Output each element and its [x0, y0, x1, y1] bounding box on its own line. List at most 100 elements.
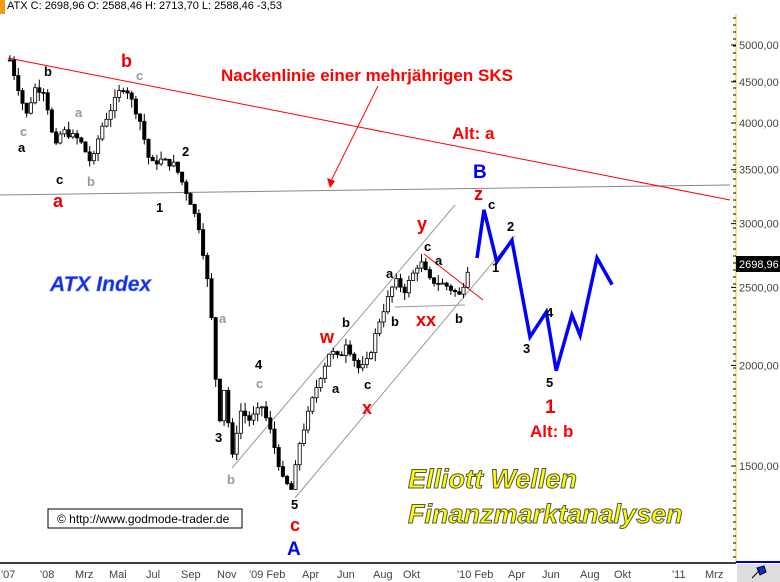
candle: [138, 113, 143, 122]
candle: [129, 92, 134, 100]
candle: [41, 91, 46, 94]
neckline: [7, 57, 731, 201]
candle: [70, 133, 75, 138]
channel-lower: [294, 235, 516, 499]
candle: [285, 475, 290, 485]
candle: [327, 353, 332, 367]
candle: [175, 161, 180, 173]
candle: [406, 280, 411, 294]
candle: [306, 410, 311, 431]
candle: [49, 109, 54, 133]
alt-a-label: Alt: a: [452, 124, 495, 143]
candle: [146, 138, 151, 158]
wave-label: c: [136, 68, 143, 83]
candle: [45, 92, 50, 111]
candle: [465, 271, 470, 288]
wave-label: B: [473, 162, 487, 183]
wave-label: w: [319, 327, 335, 347]
x-tick-label: '09 Feb: [249, 569, 285, 581]
x-tick-label: Mai: [109, 569, 127, 581]
x-tick-label: '10 Feb: [457, 569, 493, 581]
candle: [318, 378, 323, 388]
candle: [335, 351, 340, 356]
candle: [20, 90, 25, 104]
wave-label: c: [424, 239, 431, 254]
wave-label: b: [342, 315, 350, 330]
projection-line: [475, 209, 614, 372]
candle: [54, 131, 59, 144]
triangle-base: [394, 304, 466, 308]
candle: [209, 278, 214, 319]
candle: [28, 102, 33, 114]
candle: [201, 229, 206, 256]
candle: [339, 354, 344, 357]
wave-label: a: [75, 105, 83, 120]
wave-label: 5: [291, 497, 298, 512]
candle: [226, 389, 231, 424]
candle: [133, 98, 138, 115]
candle: [268, 417, 273, 430]
wave-label: a: [53, 191, 64, 211]
wave-label: 4: [546, 305, 554, 320]
wave-label: 4: [255, 357, 263, 372]
wave-label: a: [332, 381, 340, 396]
candle: [440, 282, 445, 285]
ohlc-text: ATX C: 2698,96 O: 2588,46 H: 2713,70 L: …: [7, 0, 282, 12]
wave-label: 5: [546, 375, 553, 390]
wave-label: a: [18, 140, 26, 155]
index-name-label: ATX Index: [49, 273, 152, 296]
candles: [7, 55, 470, 490]
support-line: [0, 184, 731, 196]
last-price-label: 2698,96: [739, 259, 779, 271]
copyright-link[interactable]: © http://www.godmode-trader.de: [57, 512, 230, 526]
x-tick-label: Sep: [181, 569, 201, 581]
wave-label: b: [227, 472, 235, 487]
candle: [79, 137, 84, 143]
candle: [394, 278, 399, 288]
candle: [159, 158, 164, 165]
y-tick-label: 1500,00: [739, 461, 779, 473]
wave-label: a: [219, 311, 227, 326]
candle: [12, 59, 17, 76]
candle: [322, 365, 327, 379]
wave-label: 3: [215, 430, 222, 445]
candle: [402, 286, 407, 294]
pin-button[interactable]: [737, 564, 780, 582]
candle: [293, 464, 298, 490]
x-tick-label: '11: [672, 569, 686, 581]
y-tick-label: 4000,00: [739, 118, 779, 130]
candle: [385, 296, 390, 313]
candle: [411, 272, 416, 281]
candle: [112, 96, 117, 112]
candle: [87, 151, 92, 162]
candle: [125, 90, 130, 94]
y-tick-label: 5000,00: [739, 40, 779, 52]
candle: [453, 289, 458, 293]
y-tick-label: 2500,00: [739, 282, 779, 294]
candle: [369, 352, 374, 360]
candle: [217, 378, 222, 422]
candle: [436, 283, 441, 285]
candle: [188, 193, 193, 205]
candle: [301, 429, 306, 444]
x-tick-label: Nov: [217, 569, 237, 581]
candle: [163, 158, 168, 161]
candle: [184, 181, 189, 194]
last-price-box: [736, 256, 780, 272]
wave-label: c: [364, 377, 371, 392]
pin-icon: [751, 565, 767, 579]
candle: [352, 353, 357, 361]
wave-label: y: [417, 214, 427, 234]
wave-label: b: [44, 64, 52, 79]
wave-label: z: [474, 184, 483, 204]
wave-label: a: [435, 253, 443, 268]
candle: [348, 344, 353, 355]
candle: [297, 443, 302, 466]
candle: [16, 75, 21, 91]
wave-label: b: [87, 174, 95, 189]
candle: [423, 261, 428, 271]
x-tick-label: Apr: [302, 569, 319, 581]
candle: [222, 389, 227, 422]
wave-label: b: [391, 314, 399, 329]
